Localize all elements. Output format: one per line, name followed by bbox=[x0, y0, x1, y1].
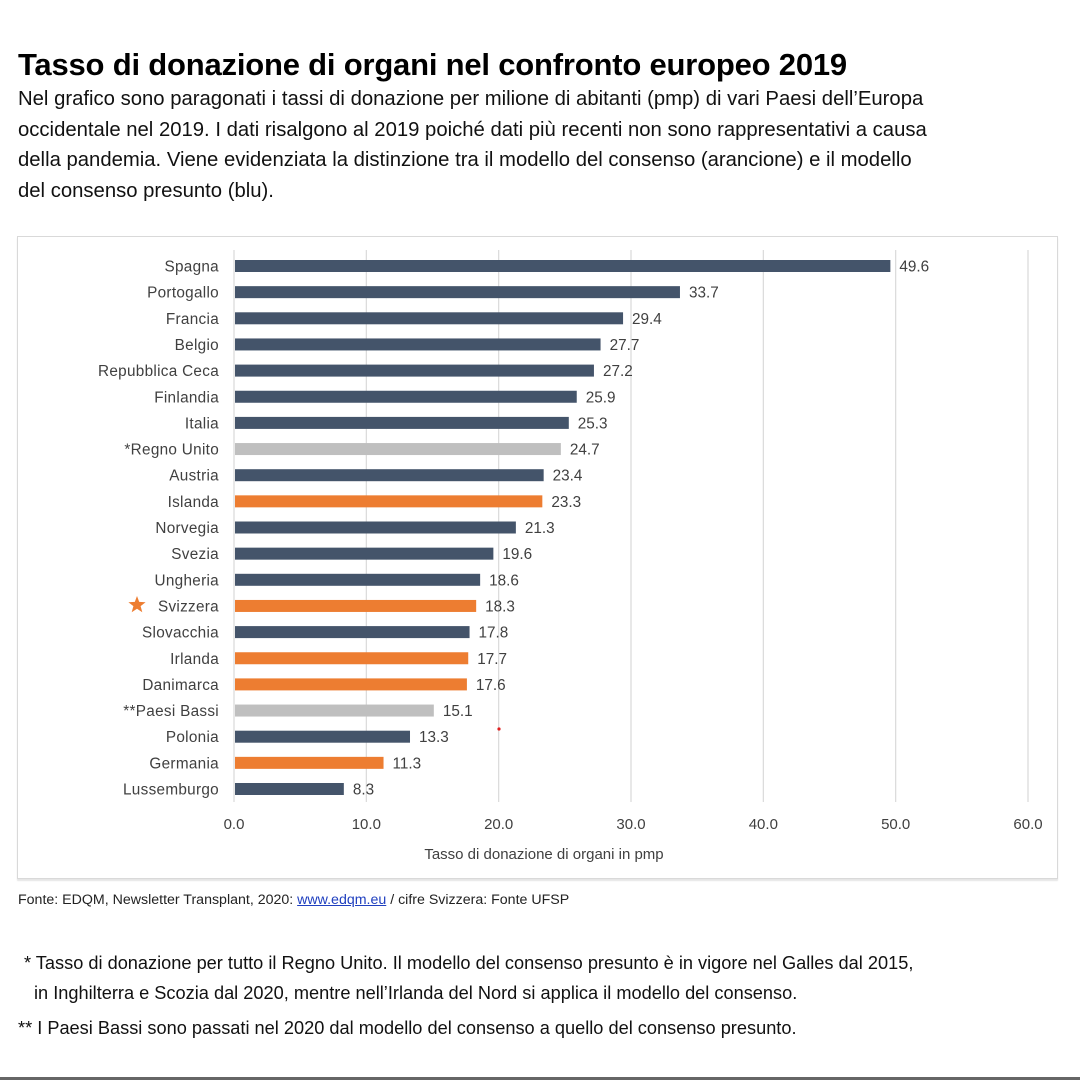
chart-frame bbox=[17, 236, 1058, 879]
footnote-paesi-bassi: ** I Paesi Bassi sono passati nel 2020 d… bbox=[18, 1018, 797, 1038]
footnote-line: in Inghilterra e Scozia dal 2020, mentre… bbox=[34, 983, 798, 1003]
intro-paragraph: Nel grafico sono paragonati i tassi di d… bbox=[18, 84, 1078, 206]
bottom-divider bbox=[0, 1077, 1080, 1080]
page-title: Tasso di donazione di organi nel confron… bbox=[18, 46, 847, 82]
footnote-regno-unito: * Tasso di donazione per tutto il Regno … bbox=[24, 948, 913, 1008]
source-line: Fonte: EDQM, Newsletter Transplant, 2020… bbox=[18, 892, 569, 908]
source-prefix: Fonte: EDQM, Newsletter Transplant, 2020… bbox=[18, 892, 298, 908]
intro-line: della pandemia. Viene evidenziata la dis… bbox=[18, 149, 912, 171]
intro-line: Nel grafico sono paragonati i tassi di d… bbox=[18, 88, 924, 110]
footnote-line: * Tasso di donazione per tutto il Regno … bbox=[24, 953, 914, 973]
intro-line: occidentale nel 2019. I dati risalgono a… bbox=[18, 118, 927, 141]
source-suffix: / cifre Svizzera: Fonte UFSP bbox=[386, 892, 570, 908]
source-link[interactable]: www.edqm.eu bbox=[297, 892, 387, 908]
intro-line: del consenso presunto (blu). bbox=[18, 179, 274, 202]
